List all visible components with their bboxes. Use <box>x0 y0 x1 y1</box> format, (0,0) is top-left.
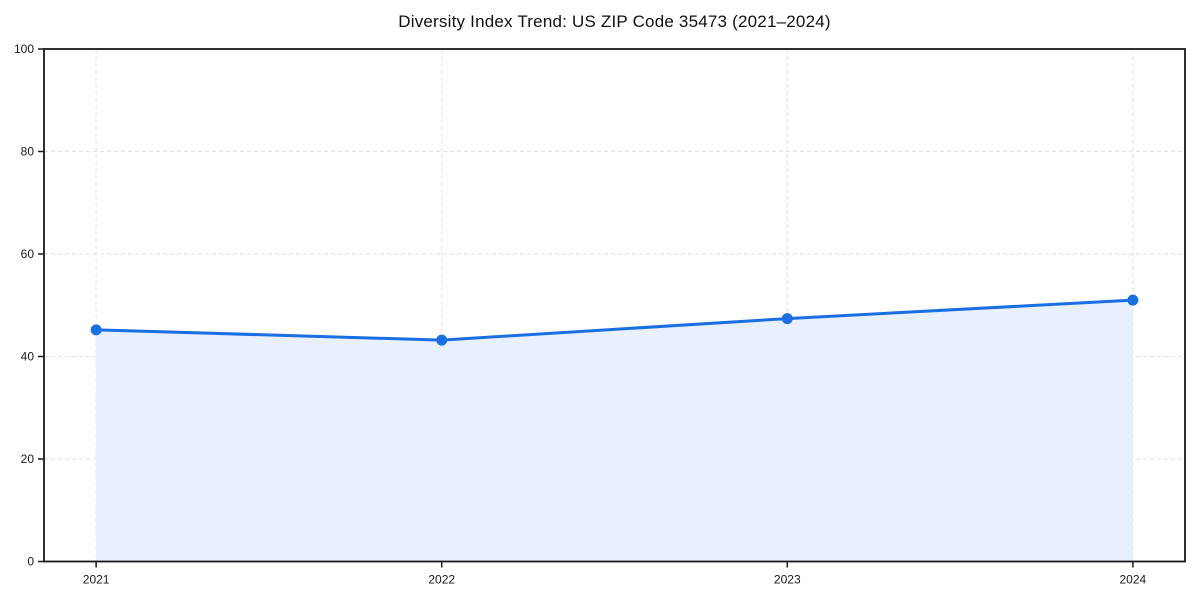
x-tick-label: 2023 <box>774 573 801 587</box>
y-tick-label: 80 <box>21 145 35 159</box>
x-tick-label: 2021 <box>83 573 110 587</box>
data-point <box>90 324 102 336</box>
plot-border <box>43 48 1186 563</box>
trend-line <box>94 298 1135 342</box>
data-point <box>781 313 793 325</box>
y-tick-label: 20 <box>21 452 35 466</box>
x-tick-label: 2022 <box>428 573 455 587</box>
data-point <box>436 334 448 346</box>
x-tick-label: 2024 <box>1120 573 1147 587</box>
y-tick-label: 0 <box>27 555 34 569</box>
y-tick-label: 60 <box>21 247 35 261</box>
y-tick-label: 40 <box>21 350 35 364</box>
area-fill <box>96 300 1133 562</box>
y-tick-label: 100 <box>14 42 34 56</box>
data-point <box>1127 294 1139 306</box>
chart-title: Diversity Index Trend: US ZIP Code 35473… <box>398 12 831 31</box>
